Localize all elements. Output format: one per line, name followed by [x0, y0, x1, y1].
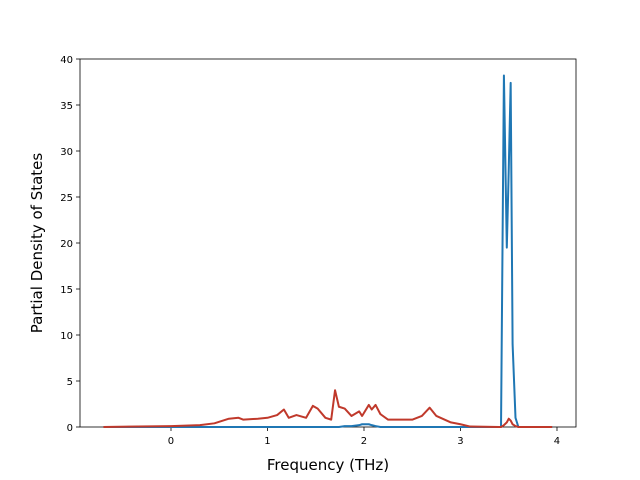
- series-line: [103, 74, 553, 428]
- y-tick-label: 30: [60, 147, 73, 158]
- x-tick-label: 2: [361, 436, 367, 447]
- y-tick-label: 5: [67, 377, 73, 388]
- x-tick-label: 3: [457, 436, 463, 447]
- y-tick-label: 40: [60, 55, 73, 66]
- y-tick-label: 0: [67, 423, 73, 434]
- y-tick-label: 25: [60, 193, 73, 204]
- series-line: [103, 389, 553, 428]
- y-axis-label: Partial Density of States: [28, 153, 46, 334]
- x-tick-label: 4: [554, 436, 560, 447]
- x-tick-label: 1: [264, 436, 270, 447]
- x-tick-label: 0: [168, 436, 174, 447]
- x-axis-label: Frequency (THz): [267, 456, 389, 474]
- y-tick-label: 10: [60, 331, 73, 342]
- y-tick-label: 15: [60, 285, 73, 296]
- y-tick-label: 35: [60, 101, 73, 112]
- y-tick-label: 20: [60, 239, 73, 250]
